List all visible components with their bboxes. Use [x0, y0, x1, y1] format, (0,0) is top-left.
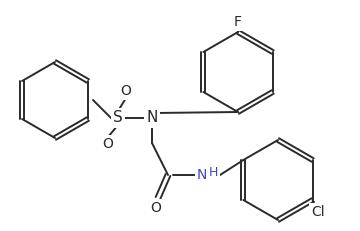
Text: N: N	[146, 110, 158, 125]
Text: O: O	[121, 84, 131, 98]
Text: N: N	[197, 168, 207, 182]
Text: S: S	[113, 110, 123, 125]
Text: O: O	[103, 137, 113, 151]
Text: Cl: Cl	[311, 205, 324, 219]
Text: F: F	[234, 15, 242, 29]
Text: H: H	[208, 165, 218, 179]
Text: O: O	[150, 201, 161, 215]
